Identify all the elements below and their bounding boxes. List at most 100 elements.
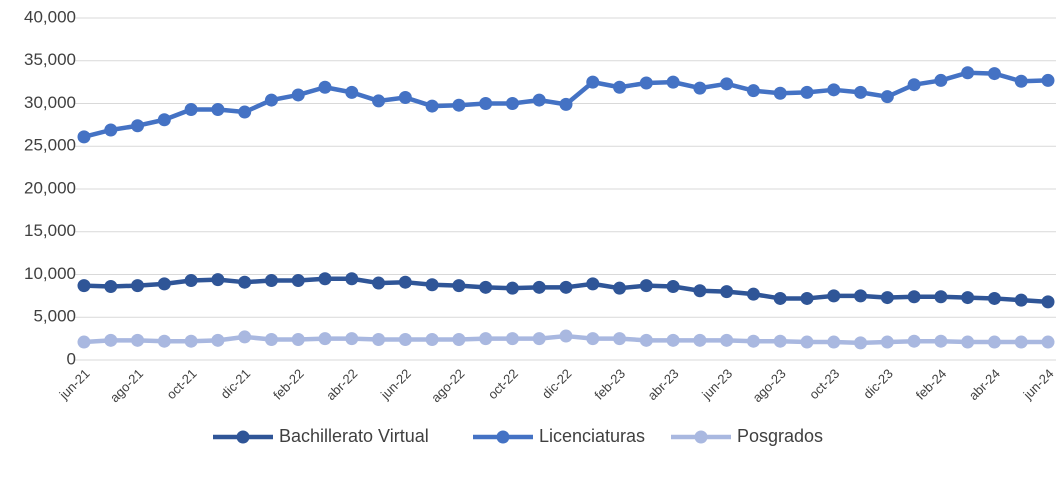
x-tick-label: jun-23 xyxy=(698,366,735,403)
data-point xyxy=(961,335,975,349)
data-point xyxy=(264,332,278,346)
data-point xyxy=(77,279,91,293)
x-tick-label: oct-23 xyxy=(806,366,842,402)
data-point xyxy=(479,332,493,346)
data-point xyxy=(77,335,91,349)
x-tick-label: ago-21 xyxy=(107,366,146,405)
x-tick-label: dic-23 xyxy=(860,366,896,402)
legend-marker xyxy=(496,430,510,444)
data-point xyxy=(291,332,305,346)
data-point xyxy=(532,280,546,294)
data-point xyxy=(880,291,894,305)
data-point xyxy=(452,98,466,112)
x-tick-label: dic-22 xyxy=(539,366,575,402)
data-point xyxy=(291,88,305,102)
data-point xyxy=(934,334,948,348)
data-point xyxy=(131,333,145,347)
data-point xyxy=(773,334,787,348)
data-point xyxy=(184,273,198,287)
x-tick-label: jun-22 xyxy=(377,366,414,403)
data-point xyxy=(987,67,1001,81)
data-point xyxy=(425,332,439,346)
data-point xyxy=(157,334,171,348)
data-point xyxy=(1041,295,1055,309)
data-point xyxy=(398,91,412,105)
data-point xyxy=(264,273,278,287)
data-point xyxy=(264,93,278,107)
data-point xyxy=(746,84,760,98)
x-tick-label: jun-21 xyxy=(56,366,93,403)
y-tick-label: 0 xyxy=(67,349,76,368)
data-point xyxy=(452,332,466,346)
data-point xyxy=(613,332,627,346)
data-point xyxy=(961,66,975,80)
data-point xyxy=(746,287,760,301)
data-point xyxy=(854,336,868,350)
data-point xyxy=(104,123,118,137)
y-tick-label: 35,000 xyxy=(24,50,76,69)
data-point xyxy=(1014,335,1028,349)
x-tick-label: ago-22 xyxy=(428,366,467,405)
data-point xyxy=(104,279,118,293)
data-point xyxy=(345,332,359,346)
data-point xyxy=(77,130,91,144)
data-point xyxy=(238,105,252,119)
data-point xyxy=(773,291,787,305)
data-point xyxy=(746,334,760,348)
data-point xyxy=(372,94,386,108)
data-point xyxy=(318,332,332,346)
data-point xyxy=(372,276,386,290)
x-tick-label: ago-23 xyxy=(750,366,789,405)
data-point xyxy=(131,119,145,133)
data-point xyxy=(987,291,1001,305)
x-tick-label: feb-24 xyxy=(913,366,950,403)
data-point xyxy=(586,277,600,291)
y-tick-label: 30,000 xyxy=(24,93,76,112)
x-tick-label: dic-21 xyxy=(218,366,254,402)
data-point xyxy=(532,332,546,346)
data-point xyxy=(479,97,493,110)
data-point xyxy=(854,85,868,99)
data-point xyxy=(1041,73,1055,87)
data-point xyxy=(693,333,707,347)
data-point xyxy=(104,333,118,347)
data-point xyxy=(131,279,145,293)
data-point xyxy=(854,289,868,303)
data-point xyxy=(211,333,225,347)
data-point xyxy=(318,80,332,94)
data-point xyxy=(157,113,171,127)
data-point xyxy=(318,272,332,286)
data-point xyxy=(586,332,600,346)
data-point xyxy=(720,285,734,299)
data-point xyxy=(1014,74,1028,88)
x-tick-label: jun-24 xyxy=(1020,366,1057,403)
data-point xyxy=(800,291,814,305)
data-point xyxy=(211,102,225,116)
data-point xyxy=(425,278,439,292)
data-point xyxy=(157,277,171,291)
data-point xyxy=(559,97,573,111)
data-point xyxy=(827,83,841,97)
data-point xyxy=(666,75,680,89)
data-point xyxy=(934,290,948,304)
x-tick-label: abr-22 xyxy=(323,366,360,403)
data-point xyxy=(505,332,519,346)
data-point xyxy=(452,279,466,293)
data-point xyxy=(1041,335,1055,349)
legend-marker xyxy=(236,430,250,444)
data-point xyxy=(666,333,680,347)
data-point xyxy=(907,290,921,304)
data-point xyxy=(639,76,653,90)
data-point xyxy=(505,281,519,295)
data-point xyxy=(1014,293,1028,307)
legend-marker xyxy=(694,430,708,444)
data-point xyxy=(720,77,734,91)
data-point xyxy=(345,85,359,99)
data-point xyxy=(907,334,921,348)
data-point xyxy=(398,332,412,346)
y-tick-label: 40,000 xyxy=(24,7,76,26)
data-point xyxy=(559,329,573,343)
data-point xyxy=(773,86,787,100)
data-point xyxy=(827,335,841,349)
